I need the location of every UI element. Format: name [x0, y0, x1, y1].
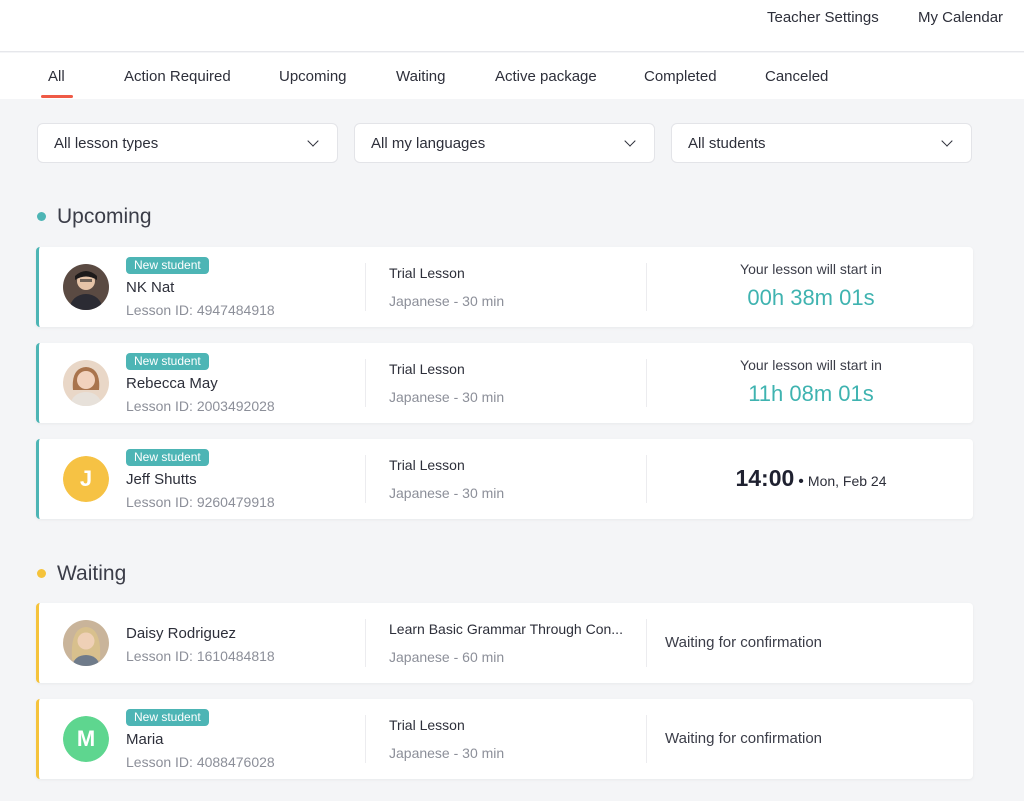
waiting-section-title: Waiting [57, 562, 127, 585]
active-tab-indicator [41, 95, 73, 98]
countdown-timer: 00h 38m 01s [747, 285, 875, 310]
chevron-down-icon [941, 135, 953, 147]
lesson-type-filter[interactable]: All lesson types [37, 123, 338, 163]
avatar-letter: M [63, 716, 109, 762]
avatar [63, 264, 109, 310]
upcoming-section-title: Upcoming [57, 205, 152, 228]
student-name: Jeff Shutts [126, 471, 197, 488]
new-student-badge: New student [126, 257, 209, 274]
lesson-tabs: All Action Required Upcoming Waiting Act… [0, 53, 1024, 99]
upcoming-section-dot [37, 212, 46, 221]
lesson-card[interactable]: M New student Maria Lesson ID: 408847602… [36, 699, 973, 779]
lesson-id: Lesson ID: 1610484818 [126, 648, 275, 664]
student-filter-label: All students [688, 135, 766, 152]
lesson-type: Learn Basic Grammar Through Con... [389, 621, 623, 637]
divider [365, 715, 366, 763]
language-filter-label: All my languages [371, 135, 486, 152]
lesson-card[interactable]: J New student Jeff Shutts Lesson ID: 926… [36, 439, 973, 519]
new-student-badge: New student [126, 709, 209, 726]
tab-action-required[interactable]: Action Required [124, 68, 231, 85]
status-text: Waiting for confirmation [665, 634, 823, 651]
lesson-start-time: 14:00 [735, 465, 795, 491]
divider [646, 619, 647, 667]
lesson-time: 14:00 • Mon, Feb 24 [647, 465, 975, 492]
lesson-meta: Japanese - 30 min [389, 389, 505, 405]
status-text: Waiting for confirmation [665, 730, 823, 747]
language-filter[interactable]: All my languages [354, 123, 655, 163]
divider [646, 359, 647, 407]
lesson-id: Lesson ID: 4947484918 [126, 302, 275, 318]
tab-canceled[interactable]: Canceled [765, 68, 829, 85]
lesson-card[interactable]: Daisy Rodriguez Lesson ID: 1610484818 Le… [36, 603, 973, 683]
student-filter[interactable]: All students [671, 123, 972, 163]
divider [365, 455, 366, 503]
avatar-letter: J [63, 456, 109, 502]
divider [365, 359, 366, 407]
student-name: Maria [126, 731, 164, 748]
my-calendar-link[interactable]: My Calendar [918, 9, 1004, 26]
lesson-date: Mon, Feb 24 [807, 473, 887, 489]
avatar: J [63, 456, 109, 502]
separator-dot: • [798, 473, 804, 490]
lesson-id: Lesson ID: 9260479918 [126, 494, 275, 510]
tab-all[interactable]: All [48, 68, 65, 85]
lesson-type: Trial Lesson [389, 457, 465, 473]
lesson-card[interactable]: New student NK Nat Lesson ID: 4947484918… [36, 247, 973, 327]
tab-completed[interactable]: Completed [644, 68, 717, 85]
new-student-badge: New student [126, 353, 209, 370]
teacher-settings-link[interactable]: Teacher Settings [767, 9, 879, 26]
new-student-badge: New student [126, 449, 209, 466]
lesson-type: Trial Lesson [389, 361, 465, 377]
tab-active-package[interactable]: Active package [495, 68, 597, 85]
avatar [63, 360, 109, 406]
divider [365, 263, 366, 311]
avatar: M [63, 716, 109, 762]
countdown-timer: 11h 08m 01s [748, 381, 874, 406]
student-name: Rebecca May [126, 375, 218, 392]
start-label: Your lesson will start in [740, 357, 882, 373]
start-label: Your lesson will start in [740, 261, 882, 277]
tab-upcoming[interactable]: Upcoming [279, 68, 347, 85]
student-name: Daisy Rodriguez [126, 625, 237, 642]
lesson-meta: Japanese - 30 min [389, 745, 505, 761]
lesson-meta: Japanese - 30 min [389, 485, 505, 501]
student-name: NK Nat [126, 279, 175, 296]
divider [646, 455, 647, 503]
chevron-down-icon [307, 135, 319, 147]
lesson-card[interactable]: New student Rebecca May Lesson ID: 20034… [36, 343, 973, 423]
top-header: Teacher Settings My Calendar [0, 0, 1024, 52]
lesson-type-filter-label: All lesson types [54, 135, 159, 152]
avatar [63, 620, 109, 666]
lesson-type: Trial Lesson [389, 717, 465, 733]
tab-waiting[interactable]: Waiting [396, 68, 446, 85]
lesson-meta: Japanese - 60 min [389, 649, 505, 665]
divider [646, 263, 647, 311]
lesson-id: Lesson ID: 4088476028 [126, 754, 275, 770]
chevron-down-icon [624, 135, 636, 147]
divider [646, 715, 647, 763]
lesson-meta: Japanese - 30 min [389, 293, 505, 309]
waiting-section-dot [37, 569, 46, 578]
lesson-id: Lesson ID: 2003492028 [126, 398, 275, 414]
divider [365, 619, 366, 667]
lesson-type: Trial Lesson [389, 265, 465, 281]
